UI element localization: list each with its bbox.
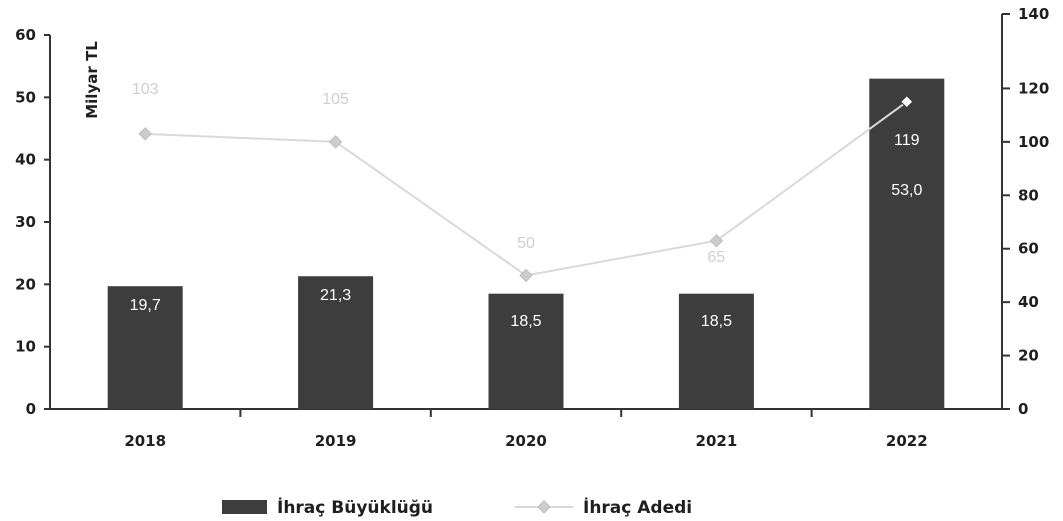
right-tick-label: 100 xyxy=(1018,133,1049,151)
left-tick-label: 60 xyxy=(15,26,36,44)
line-data-label: 119 xyxy=(894,132,920,149)
x-tick-label: 2020 xyxy=(505,432,547,450)
x-tick-label: 2018 xyxy=(124,432,166,450)
line-point xyxy=(328,135,343,149)
line-data-label: 50 xyxy=(517,235,535,252)
right-tick-label: 0 xyxy=(1018,400,1028,418)
line-data-label: 65 xyxy=(708,249,726,266)
bar-data-label: 21,3 xyxy=(320,287,351,304)
legend-line-marker xyxy=(537,500,551,514)
left-tick-label: 40 xyxy=(15,151,36,169)
left-tick-label: 20 xyxy=(15,275,36,293)
legend-label: İhraç Adedi xyxy=(583,496,692,518)
y-axis-title: Milyar TL xyxy=(83,41,101,119)
x-tick-label: 2019 xyxy=(315,432,357,450)
left-tick-label: 10 xyxy=(15,338,36,356)
left-tick-label: 50 xyxy=(15,88,36,106)
left-tick-label: 0 xyxy=(26,400,36,418)
bar xyxy=(488,293,564,409)
bar xyxy=(107,286,183,409)
x-tick-label: 2021 xyxy=(696,432,738,450)
line-data-label: 103 xyxy=(132,81,159,98)
legend-bar-swatch xyxy=(222,500,267,514)
x-tick-label: 2022 xyxy=(886,432,928,450)
line-point xyxy=(519,268,533,283)
line-point xyxy=(709,233,724,248)
line-point xyxy=(900,95,914,109)
right-tick-label: 40 xyxy=(1018,293,1039,311)
left-tick-label: 30 xyxy=(15,213,36,231)
right-tick-label: 140 xyxy=(1018,5,1049,23)
bar-data-label: 18,5 xyxy=(701,313,732,330)
bar xyxy=(298,276,374,409)
right-tick-label: 20 xyxy=(1018,347,1039,365)
line-point xyxy=(138,127,152,141)
bar-data-label: 19,7 xyxy=(130,297,161,314)
bar-data-label: 18,5 xyxy=(510,313,541,330)
legend-label: İhraç Büyüklüğü xyxy=(277,496,433,518)
right-tick-label: 60 xyxy=(1018,240,1039,258)
bar xyxy=(678,293,754,409)
bar xyxy=(869,78,945,409)
right-tick-label: 120 xyxy=(1018,79,1049,97)
line-data-label: 105 xyxy=(322,91,349,108)
bar-data-label: 53,0 xyxy=(891,182,922,199)
right-tick-label: 80 xyxy=(1018,186,1039,204)
